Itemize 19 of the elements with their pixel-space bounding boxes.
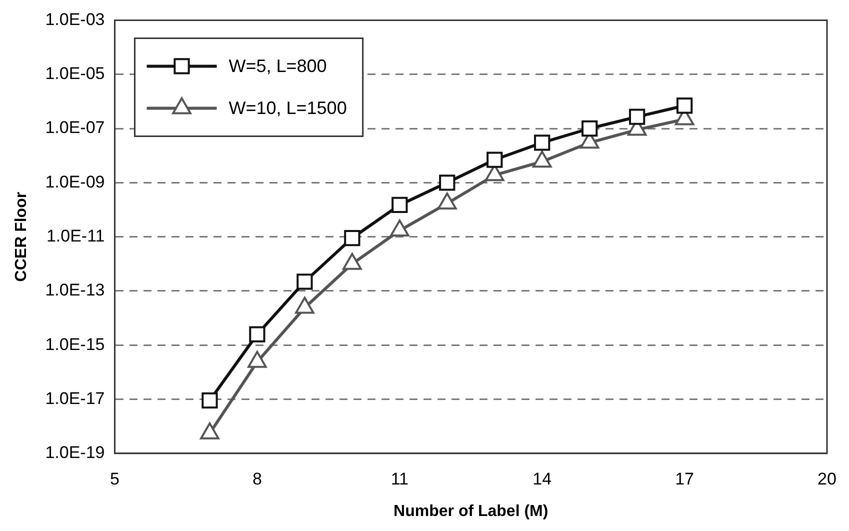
y-tick-label: 1.0E-19 — [45, 443, 105, 462]
y-tick-label: 1.0E-15 — [45, 334, 105, 354]
y-tick-label: 1.0E-17 — [45, 388, 105, 408]
y-tick-label: 1.0E-13 — [45, 280, 105, 300]
x-tick-label: 5 — [110, 469, 120, 488]
x-tick-label: 8 — [252, 469, 262, 488]
x-tick-label: 11 — [390, 469, 408, 488]
y-tick-label: 1.0E-09 — [45, 172, 105, 192]
y-tick-label: 1.0E-07 — [45, 118, 105, 138]
legend-label: W=10, L=1500 — [228, 98, 347, 118]
x-axis-title: Number of Label (M) — [394, 502, 548, 520]
x-tick-label: 20 — [818, 469, 836, 488]
x-tick-label: 14 — [532, 469, 552, 488]
y-tick-label: 1.0E-11 — [46, 226, 105, 246]
legend-label: W=5, L=800 — [228, 56, 327, 76]
y-tick-label: 1.0E-05 — [45, 64, 105, 84]
y-axis-title: CCER Floor — [13, 192, 30, 282]
y-tick-label: 1.0E-03 — [45, 10, 105, 29]
x-tick-label: 17 — [675, 469, 694, 488]
